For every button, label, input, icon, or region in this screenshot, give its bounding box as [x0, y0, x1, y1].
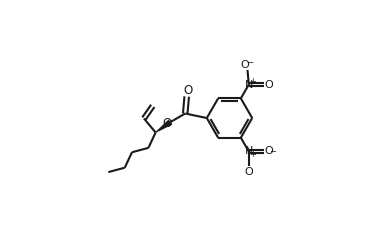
- Text: O: O: [264, 80, 273, 90]
- Text: −: −: [246, 59, 253, 68]
- Text: N: N: [244, 80, 253, 90]
- Text: +: +: [249, 150, 256, 159]
- Text: O: O: [264, 146, 273, 156]
- Polygon shape: [155, 119, 172, 133]
- Text: +: +: [249, 77, 256, 86]
- Text: −: −: [268, 147, 276, 156]
- Text: O: O: [241, 60, 250, 70]
- Text: O: O: [183, 84, 192, 97]
- Text: O: O: [162, 117, 172, 130]
- Text: N: N: [244, 146, 253, 156]
- Text: O: O: [244, 167, 253, 177]
